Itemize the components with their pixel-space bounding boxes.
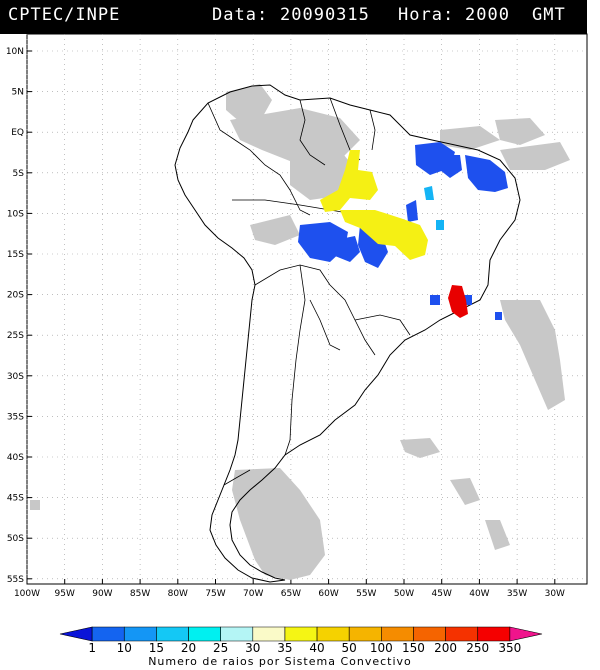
lon-tick-label: 65W	[281, 589, 301, 599]
colorbar-title: Numero de raios por Sistema Convectivo	[148, 655, 412, 668]
lon-tick-label: 55W	[356, 589, 376, 599]
lat-tick-label: 5S	[13, 169, 25, 179]
country-borders	[207, 97, 411, 486]
lon-tick-label: 75W	[205, 589, 225, 599]
lon-tick-label: 90W	[92, 589, 112, 599]
date-value: 20090315	[280, 5, 370, 25]
colorbar-swatch	[348, 626, 382, 642]
colorbar-label: 10	[117, 641, 132, 655]
lat-tick-label: 55S	[7, 575, 24, 585]
lon-tick-label: 95W	[55, 589, 75, 599]
title-bar: CPTEC/INPE Data: 20090315 Hora: 2000 GMT	[0, 0, 587, 34]
colorbar-label: 350	[498, 641, 521, 655]
colorbar-label: 250	[466, 641, 489, 655]
lat-tick-label: 50S	[7, 534, 24, 544]
colorbar-swatch	[477, 626, 511, 642]
colorbar-label: 30	[245, 641, 260, 655]
lat-tick-label: 20S	[7, 291, 24, 301]
source-label: CPTEC/INPE	[8, 5, 121, 25]
lat-tick-label: 35S	[7, 412, 24, 422]
coastline	[174, 84, 521, 583]
lightning-cells-yellow	[320, 150, 428, 260]
lon-tick-label: 60W	[318, 589, 338, 599]
date-label: Data:	[212, 5, 269, 25]
colorbar-swatch	[123, 626, 157, 642]
colorbar-swatch	[413, 626, 446, 642]
colorbar-label: 50	[342, 641, 357, 655]
colorbar: 1 10 15 20 25 30 35 40 50 100 150 200 250 350	[59, 626, 543, 655]
colorbar-label: 100	[370, 641, 393, 655]
timezone-value: GMT	[532, 5, 566, 25]
lat-tick-label: 15S	[7, 250, 24, 260]
colorbar-swatch	[91, 626, 125, 642]
colorbar-swatch	[59, 626, 93, 642]
lon-tick-label: 100W	[14, 589, 40, 599]
lat-tick-label: 25S	[7, 331, 24, 341]
colorbar-label: 35	[277, 641, 292, 655]
lon-tick-label: 35W	[507, 589, 527, 599]
colorbar-swatch	[509, 626, 543, 642]
lat-tick-label: 30S	[7, 372, 24, 382]
colorbar-swatch	[156, 626, 189, 642]
lightning-cells-cyan	[424, 186, 444, 230]
colorbar-label: 200	[434, 641, 457, 655]
hour-value: 2000	[465, 5, 510, 25]
lon-tick-label: 85W	[130, 589, 150, 599]
lat-tick-label: 10S	[7, 209, 24, 219]
colorbar-swatch	[188, 626, 221, 642]
colorbar-label: 25	[213, 641, 228, 655]
colorbar-label: 20	[181, 641, 196, 655]
hour-label: Hora:	[398, 5, 455, 25]
colorbar-swatch	[445, 626, 479, 642]
colorbar-swatch	[220, 626, 254, 642]
lon-tick-label: 80W	[168, 589, 188, 599]
lon-tick-label: 50W	[394, 589, 414, 599]
colorbar-swatch	[252, 626, 286, 642]
colorbar-swatch	[381, 626, 414, 642]
lon-tick-label: 45W	[432, 589, 452, 599]
colorbar-label: 150	[402, 641, 425, 655]
colorbar-label: 1	[88, 641, 96, 655]
lat-tick-label: 5N	[12, 88, 24, 98]
colorbar-label: 40	[309, 641, 324, 655]
lat-tick-label: EQ	[11, 128, 24, 138]
lon-tick-label: 70W	[243, 589, 263, 599]
colorbar-label: 15	[149, 641, 164, 655]
lat-tick-label: 45S	[7, 494, 24, 504]
latitude-labels: 10N 5N EQ 5S 10S 15S 20S 25S 30S 35S 40S 45S 50S 55S	[6, 47, 24, 585]
lat-tick-label: 10N	[6, 47, 24, 57]
lightning-cells-red	[448, 285, 468, 318]
lon-tick-label: 40W	[469, 589, 489, 599]
longitude-labels: 100W 95W 90W 85W 80W 75W 70W 65W 60W 55W 50W 45W 40W…	[14, 589, 565, 599]
lat-tick-label: 40S	[7, 453, 24, 463]
lon-tick-label: 30W	[545, 589, 565, 599]
colorbar-swatch	[284, 626, 318, 642]
colorbar-swatch	[316, 626, 350, 642]
